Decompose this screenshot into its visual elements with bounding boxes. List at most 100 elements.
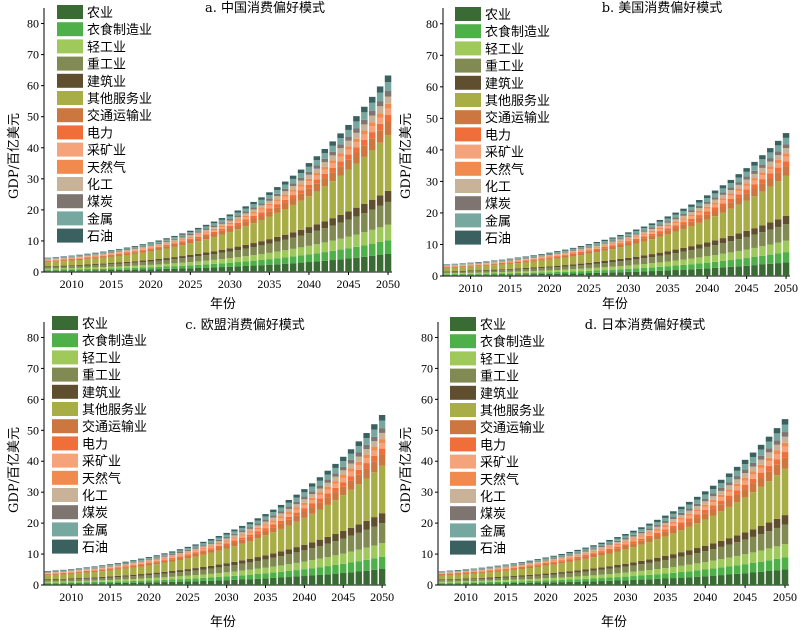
bar-segment [664, 251, 671, 255]
bar-segment [44, 260, 52, 261]
bar-segment [638, 560, 645, 565]
bar-segment [514, 269, 522, 272]
bar-segment [100, 267, 107, 269]
bar-segment [316, 539, 324, 546]
bar-segment [176, 572, 184, 577]
bar-segment [467, 274, 474, 276]
bar-segment [782, 224, 790, 241]
bar-segment [75, 570, 83, 571]
bar-segment [654, 578, 661, 585]
bar-segment [171, 237, 178, 239]
bar-segment [52, 266, 60, 269]
bar-segment [743, 168, 750, 172]
bar-segment [239, 560, 246, 564]
bar-segment [91, 583, 98, 585]
bar-segment [332, 481, 339, 484]
bar-segment [281, 263, 289, 272]
y-tick-label: 30 [27, 172, 39, 186]
bar-segment [223, 541, 230, 544]
bar-segment [239, 530, 246, 533]
legend-swatch [450, 437, 476, 452]
bar-segment [171, 239, 178, 242]
bar-segment [486, 583, 494, 585]
bar-segment [84, 255, 91, 256]
bar-segment [662, 555, 669, 560]
bar-segment [313, 156, 321, 161]
bar-segment [622, 545, 629, 550]
bar-segment [654, 532, 661, 536]
bar-segment [590, 545, 597, 547]
bar-segment [60, 260, 68, 262]
bar-segment [773, 459, 781, 465]
bar-segment [470, 570, 478, 571]
bar-segment [92, 252, 99, 254]
bar-segment [765, 531, 773, 549]
bar-segment [83, 580, 90, 583]
bar-segment [749, 536, 757, 553]
bar-segment [765, 471, 773, 482]
bar-segment [622, 542, 629, 545]
bar-segment [274, 187, 281, 190]
bar-segment [297, 169, 305, 174]
y-tick-label: 40 [27, 454, 39, 468]
bar-segment [153, 556, 160, 558]
legend: 农业衣食制造业轻工业重工业建筑业其他服务业交通运输业电力采矿业天然气化工煤炭金属… [52, 316, 147, 556]
bar-segment [337, 138, 344, 145]
bar-segment [542, 573, 549, 576]
bar-segment [52, 579, 59, 580]
bar-segment [601, 272, 608, 276]
bar-segment [270, 553, 277, 558]
bar-segment [223, 566, 230, 573]
bar-segment [765, 570, 773, 585]
bar-segment [52, 259, 60, 261]
bar-segment [92, 257, 99, 259]
bar-segment [494, 571, 502, 577]
bar-segment [486, 568, 494, 569]
bar-segment [703, 206, 711, 209]
bar-segment [192, 581, 199, 585]
bar-segment [131, 250, 139, 252]
bar-segment [554, 253, 561, 254]
y-tick-label: 60 [27, 392, 39, 406]
bar-segment [741, 532, 749, 540]
bar-segment [614, 567, 621, 574]
bar-segment [688, 258, 695, 265]
legend-swatch [450, 540, 476, 555]
bar-segment [566, 555, 573, 557]
bar-segment [703, 208, 711, 212]
legend-label: 农业 [485, 8, 511, 23]
bar-segment [147, 249, 155, 252]
bar-segment [313, 165, 321, 169]
bar-segment [562, 255, 569, 258]
bar-segment [781, 544, 789, 558]
legend-label: 石油 [82, 541, 108, 556]
bar-segment [321, 173, 329, 179]
bar-segment [363, 438, 370, 445]
bar-segment [345, 124, 352, 130]
bar-segment [371, 526, 378, 546]
bar-segment [546, 256, 553, 258]
bar-segment [546, 257, 553, 259]
bar-segment [297, 262, 305, 272]
bar-segment [163, 239, 170, 241]
bar-segment [60, 259, 68, 260]
bar-segment [609, 266, 616, 270]
y-tick-label: 60 [27, 79, 39, 93]
bar-segment [130, 579, 137, 581]
bar-segment [590, 581, 597, 585]
bar-segment [574, 549, 581, 552]
bar-segment [614, 540, 621, 543]
bar-segment [494, 567, 502, 568]
bar-segment [301, 517, 308, 545]
bar-segment [106, 577, 114, 580]
x-tick-label: 2025 [178, 277, 202, 291]
bar-segment [68, 268, 75, 270]
bar-segment [670, 558, 677, 567]
bar-segment [609, 240, 616, 242]
x-tick-label: 2010 [454, 590, 478, 604]
bar-segment [192, 548, 199, 551]
bar-segment [601, 239, 608, 241]
bar-segment [277, 518, 285, 521]
bar-segment [246, 527, 254, 529]
bar-segment [546, 252, 553, 254]
